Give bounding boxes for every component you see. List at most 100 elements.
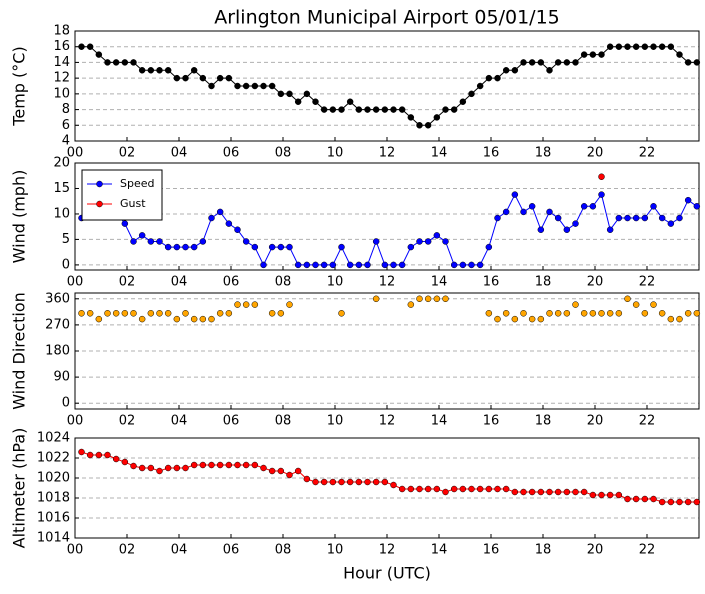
x-tick-label: 08 bbox=[275, 414, 292, 429]
data-point bbox=[407, 114, 415, 121]
data-point bbox=[260, 464, 267, 472]
data-point bbox=[537, 488, 545, 496]
x-tick-label: 10 bbox=[327, 146, 344, 161]
data-point bbox=[476, 485, 484, 493]
y-tick-label: 1024 bbox=[37, 431, 70, 446]
data-point bbox=[424, 485, 432, 493]
data-point bbox=[268, 243, 276, 251]
y-axis-label: Temp (°C) bbox=[10, 46, 29, 126]
data-point bbox=[173, 243, 181, 251]
data-point bbox=[615, 214, 623, 222]
x-tick-label: 22 bbox=[639, 414, 656, 429]
y-axis-label: Altimeter (hPa) bbox=[10, 428, 29, 549]
data-point bbox=[329, 106, 337, 113]
y-axis-label: Wind Direction bbox=[10, 292, 29, 410]
data-point bbox=[190, 67, 198, 74]
data-point bbox=[693, 203, 701, 210]
y-tick-label: 14 bbox=[53, 55, 70, 70]
data-point bbox=[355, 478, 363, 486]
data-point bbox=[554, 214, 562, 222]
data-point bbox=[268, 310, 276, 317]
data-point bbox=[104, 310, 111, 317]
legend-swatch-marker bbox=[96, 200, 103, 208]
x-tick-label: 18 bbox=[535, 543, 552, 558]
data-point bbox=[147, 67, 155, 74]
data-point bbox=[580, 203, 588, 210]
data-point bbox=[182, 464, 189, 472]
y-tick-label: 5 bbox=[62, 232, 70, 247]
data-point bbox=[381, 478, 389, 486]
data-point bbox=[572, 220, 579, 227]
data-point bbox=[511, 488, 519, 496]
data-point bbox=[372, 478, 380, 486]
data-point bbox=[554, 59, 562, 66]
x-tick-label: 02 bbox=[119, 146, 136, 161]
data-point bbox=[485, 243, 493, 251]
data-point bbox=[303, 90, 311, 98]
data-point bbox=[502, 310, 510, 317]
x-tick-label: 00 bbox=[67, 543, 84, 558]
data-point bbox=[260, 82, 267, 90]
x-tick-label: 08 bbox=[275, 543, 292, 558]
x-tick-label: 12 bbox=[379, 543, 396, 558]
data-point bbox=[485, 485, 493, 493]
x-tick-label: 20 bbox=[587, 146, 604, 161]
data-point bbox=[312, 261, 319, 269]
data-point bbox=[416, 295, 423, 303]
data-point bbox=[234, 226, 241, 233]
data-point bbox=[468, 261, 475, 269]
data-point bbox=[572, 59, 579, 66]
data-point bbox=[130, 310, 137, 317]
data-point bbox=[684, 310, 692, 317]
x-tick-label: 18 bbox=[535, 414, 552, 429]
data-point bbox=[234, 82, 241, 90]
x-tick-label: 16 bbox=[483, 275, 500, 290]
x-tick-label: 16 bbox=[483, 543, 500, 558]
data-point bbox=[130, 238, 137, 245]
data-point bbox=[580, 51, 588, 58]
data-point bbox=[164, 243, 172, 251]
data-point bbox=[320, 106, 328, 113]
data-point bbox=[450, 261, 458, 269]
data-point bbox=[78, 310, 85, 317]
y-tick-label: 0 bbox=[62, 257, 70, 272]
data-point bbox=[511, 191, 519, 198]
legend-label: Speed bbox=[120, 177, 154, 190]
data-point bbox=[632, 214, 640, 222]
y-tick-label: 1014 bbox=[37, 531, 70, 546]
x-tick-label: 06 bbox=[223, 414, 240, 429]
data-point bbox=[277, 90, 285, 98]
data-point bbox=[528, 203, 536, 210]
data-point bbox=[494, 315, 501, 323]
data-point bbox=[676, 51, 683, 58]
x-tick-label: 22 bbox=[639, 275, 656, 290]
data-point bbox=[164, 464, 172, 472]
data-point bbox=[355, 106, 363, 113]
data-point bbox=[650, 495, 657, 503]
data-point bbox=[286, 471, 293, 479]
data-point bbox=[112, 59, 120, 66]
x-tick-label: 20 bbox=[587, 414, 604, 429]
data-point bbox=[650, 43, 657, 50]
x-tick-label: 22 bbox=[639, 146, 656, 161]
data-point bbox=[693, 310, 701, 317]
data-point bbox=[216, 461, 224, 469]
data-point bbox=[563, 226, 571, 233]
data-point bbox=[580, 488, 588, 496]
x-tick-label: 20 bbox=[587, 543, 604, 558]
data-point bbox=[442, 106, 449, 113]
data-point bbox=[459, 485, 467, 493]
data-point bbox=[277, 310, 285, 317]
data-point bbox=[676, 315, 683, 323]
data-point bbox=[502, 67, 510, 74]
data-point bbox=[182, 74, 189, 82]
x-tick-label: 10 bbox=[327, 543, 344, 558]
data-point bbox=[407, 485, 415, 493]
data-point bbox=[95, 315, 103, 323]
data-point bbox=[494, 74, 501, 82]
data-point bbox=[216, 310, 224, 317]
data-point bbox=[511, 315, 519, 323]
data-point bbox=[563, 488, 571, 496]
data-point bbox=[216, 74, 224, 82]
data-point bbox=[190, 461, 198, 469]
